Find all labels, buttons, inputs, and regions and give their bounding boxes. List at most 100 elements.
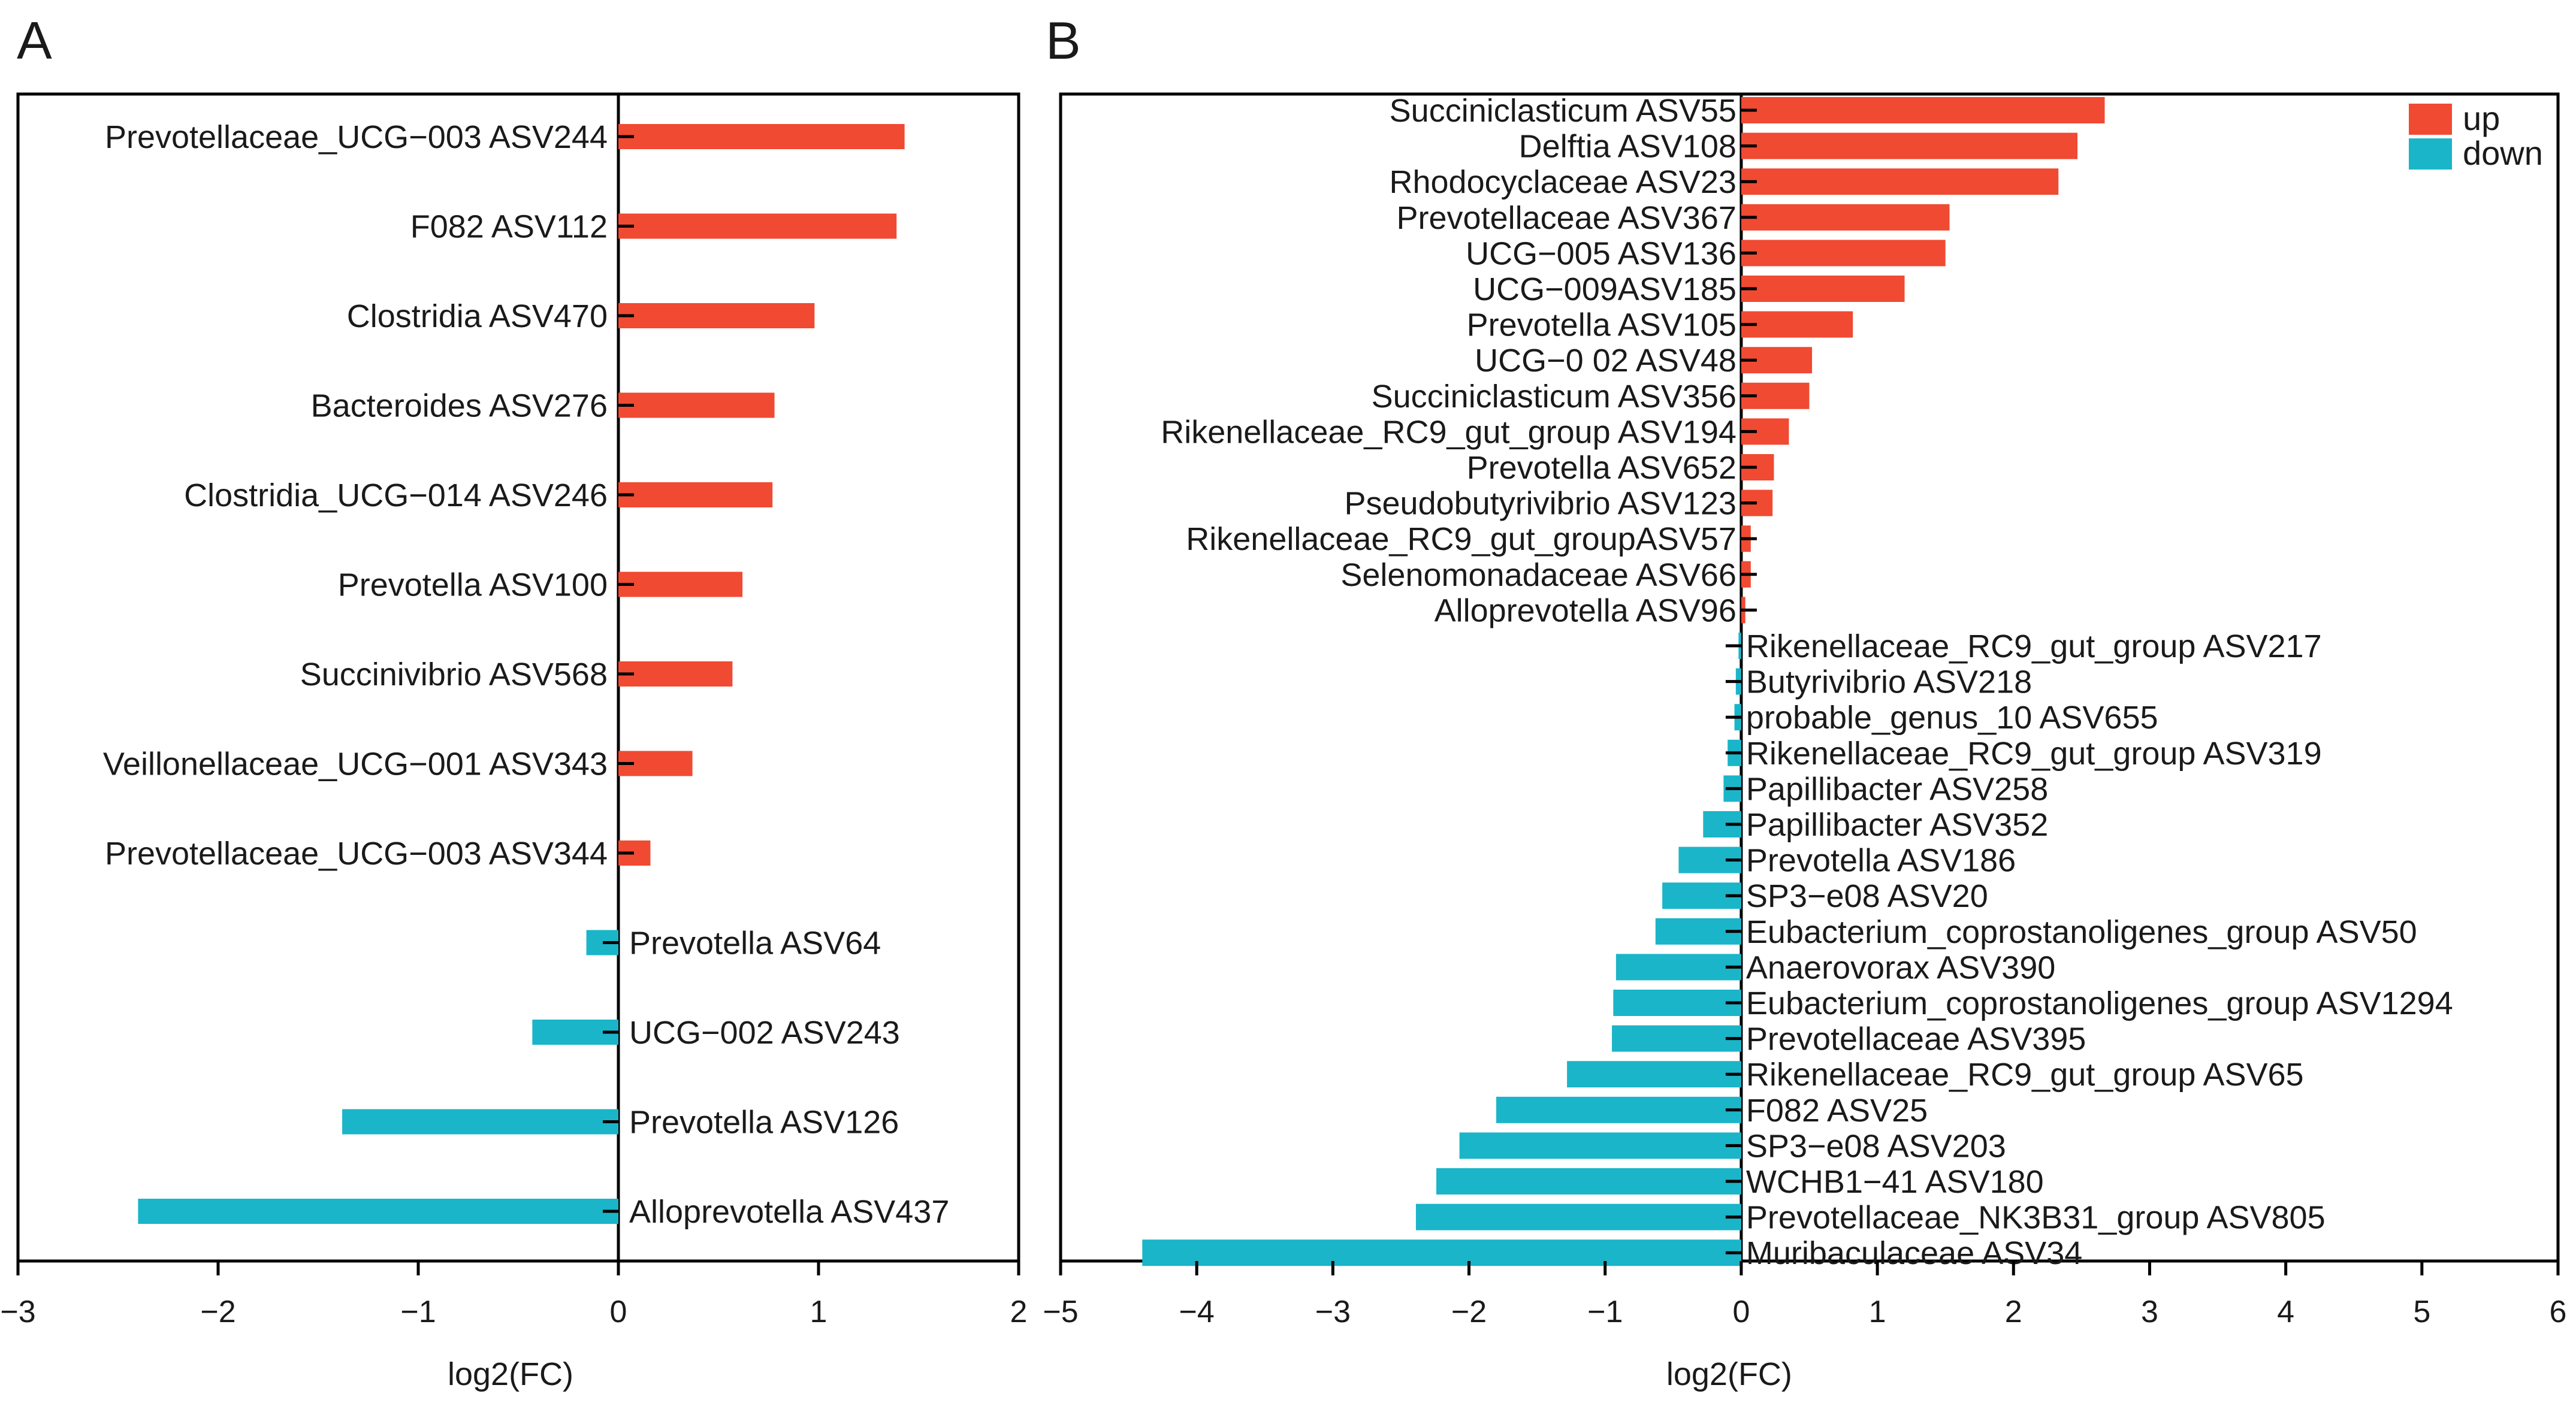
category-label: Selenomonadaceae ASV66 bbox=[1340, 557, 1737, 593]
bar-down bbox=[138, 1199, 618, 1224]
bar-up bbox=[618, 124, 905, 149]
category-label: Prevotella ASV186 bbox=[1746, 843, 2016, 879]
x-tick-label: −1 bbox=[400, 1295, 436, 1329]
category-label: Papillibacter ASV352 bbox=[1746, 807, 2048, 843]
x-tick-label: 2 bbox=[1010, 1295, 1028, 1329]
x-tick-label: 2 bbox=[2005, 1295, 2022, 1329]
category-label: Prevotella ASV100 bbox=[338, 567, 608, 603]
category-label: Veillonellaceae_UCG−001 ASV343 bbox=[103, 746, 608, 782]
bar-up bbox=[618, 392, 775, 418]
x-tick-label: 3 bbox=[2141, 1295, 2158, 1329]
bar-up bbox=[1741, 311, 1853, 338]
x-axis-label: log2(FC) bbox=[1666, 1356, 1792, 1392]
bar-up bbox=[1741, 168, 2059, 195]
bar-up bbox=[618, 482, 773, 507]
category-label: Eubacterium_coprostanoligenes_group ASV5… bbox=[1746, 914, 2417, 950]
category-label: WCHB1−41 ASV180 bbox=[1746, 1164, 2044, 1200]
legend-label-down: down bbox=[2463, 134, 2543, 172]
plot-frame bbox=[16, 92, 1020, 1263]
category-label: Bacteroides ASV276 bbox=[311, 388, 608, 424]
bar-up bbox=[618, 661, 733, 687]
category-label: Anaerovorax ASV390 bbox=[1746, 950, 2055, 985]
panel-a: A Prevotellaceae_UCG−003 ASV244 F082 ASV11… bbox=[0, 11, 1027, 1392]
bar-down bbox=[1612, 1025, 1741, 1052]
bar-down bbox=[1415, 1204, 1741, 1230]
bar-up bbox=[1741, 240, 1946, 267]
bar-up bbox=[618, 303, 815, 328]
category-label: probable_genus_10 ASV655 bbox=[1746, 700, 2158, 736]
x-tick-label: 1 bbox=[1869, 1295, 1886, 1329]
panel-letter: B bbox=[1046, 11, 1081, 70]
legend-label-up: up bbox=[2463, 99, 2500, 137]
category-label: Alloprevotella ASV96 bbox=[1435, 592, 1737, 628]
bar-up bbox=[1741, 276, 1905, 302]
category-label: Muribaculaceae ASV34 bbox=[1746, 1235, 2082, 1271]
category-label: Rikenellaceae_RC9_gut_group ASV65 bbox=[1746, 1057, 2304, 1093]
x-tick-label: 5 bbox=[2413, 1295, 2430, 1329]
category-label: Rikenellaceae_RC9_gut_group ASV319 bbox=[1746, 736, 2322, 772]
category-label: Prevotella ASV126 bbox=[629, 1105, 899, 1141]
category-label: Prevotellaceae ASV367 bbox=[1397, 200, 1737, 236]
panel-letter: A bbox=[17, 11, 52, 70]
category-label: Prevotellaceae_UCG−003 ASV344 bbox=[105, 836, 608, 872]
category-label: Eubacterium_coprostanoligenes_group ASV1… bbox=[1746, 985, 2453, 1021]
category-label: Papillibacter ASV258 bbox=[1746, 771, 2048, 807]
category-label: Succiniclasticum ASV356 bbox=[1372, 379, 1737, 415]
category-label: Delftia ASV108 bbox=[1519, 129, 1737, 165]
category-label: Prevotella ASV105 bbox=[1467, 307, 1737, 343]
category-label: Prevotella ASV64 bbox=[629, 926, 881, 961]
x-tick-label: −4 bbox=[1179, 1295, 1215, 1329]
category-label: Butyrivibrio ASV218 bbox=[1746, 664, 2032, 700]
x-tick-label: −3 bbox=[0, 1295, 35, 1329]
category-label: Rikenellaceae_RC9_gut_group ASV217 bbox=[1746, 628, 2322, 664]
x-axis-label: log2(FC) bbox=[448, 1356, 573, 1392]
category-label: UCG−005 ASV136 bbox=[1466, 235, 1737, 271]
category-label: Prevotellaceae_NK3B31_group ASV805 bbox=[1746, 1200, 2326, 1236]
x-tick-label: −1 bbox=[1587, 1295, 1623, 1329]
bar-up bbox=[618, 213, 897, 239]
bar-down bbox=[1459, 1132, 1741, 1159]
bar-down bbox=[1567, 1061, 1741, 1088]
x-tick-label: −5 bbox=[1043, 1295, 1078, 1329]
legend-swatch-down bbox=[2409, 138, 2452, 170]
x-tick-label: 1 bbox=[810, 1295, 828, 1329]
x-tick-label: −3 bbox=[1315, 1295, 1351, 1329]
category-label: UCG−002 ASV243 bbox=[629, 1015, 900, 1051]
category-label: Rikenellaceae_RC9_gut_groupASV57 bbox=[1186, 521, 1737, 557]
bar-up bbox=[618, 572, 743, 597]
bar-down bbox=[342, 1109, 618, 1135]
category-label: Pseudobutyrivibrio ASV123 bbox=[1344, 486, 1736, 522]
x-tick-label: 0 bbox=[610, 1295, 627, 1329]
category-label: F082 ASV112 bbox=[410, 209, 608, 245]
category-label: UCG−0 02 ASV48 bbox=[1475, 343, 1737, 379]
bar-down bbox=[1496, 1096, 1741, 1123]
bar-up bbox=[1741, 132, 2078, 159]
x-tick-label: 4 bbox=[2277, 1295, 2294, 1329]
x-tick-label: 6 bbox=[2550, 1295, 2567, 1329]
x-tick-label: 0 bbox=[1732, 1295, 1750, 1329]
category-label: Succiniclasticum ASV55 bbox=[1390, 93, 1737, 129]
category-label: Clostridia ASV470 bbox=[347, 298, 608, 334]
category-label: F082 ASV25 bbox=[1746, 1093, 1928, 1129]
bar-down bbox=[1613, 990, 1741, 1016]
category-label: Prevotellaceae ASV395 bbox=[1746, 1021, 2086, 1057]
category-label: Alloprevotella ASV437 bbox=[629, 1194, 949, 1230]
x-tick-label: −2 bbox=[200, 1295, 235, 1329]
category-label: Prevotella ASV652 bbox=[1467, 450, 1737, 486]
category-label: Rhodocyclaceae ASV23 bbox=[1390, 164, 1737, 200]
category-label: Prevotellaceae_UCG−003 ASV244 bbox=[105, 119, 608, 155]
plot-frame bbox=[1059, 92, 2560, 1263]
category-label: UCG−009ASV185 bbox=[1473, 271, 1737, 307]
category-label: SP3−e08 ASV203 bbox=[1746, 1128, 2006, 1164]
category-label: Clostridia_UCG−014 ASV246 bbox=[184, 477, 608, 513]
bar-down bbox=[1436, 1168, 1741, 1195]
category-label: SP3−e08 ASV20 bbox=[1746, 878, 1988, 914]
bar-down bbox=[1142, 1239, 1741, 1266]
bar-up bbox=[1741, 97, 2105, 123]
category-label: Succinivibrio ASV568 bbox=[300, 657, 608, 693]
bar-down bbox=[1615, 954, 1741, 981]
legend-swatch-up bbox=[2409, 104, 2452, 135]
